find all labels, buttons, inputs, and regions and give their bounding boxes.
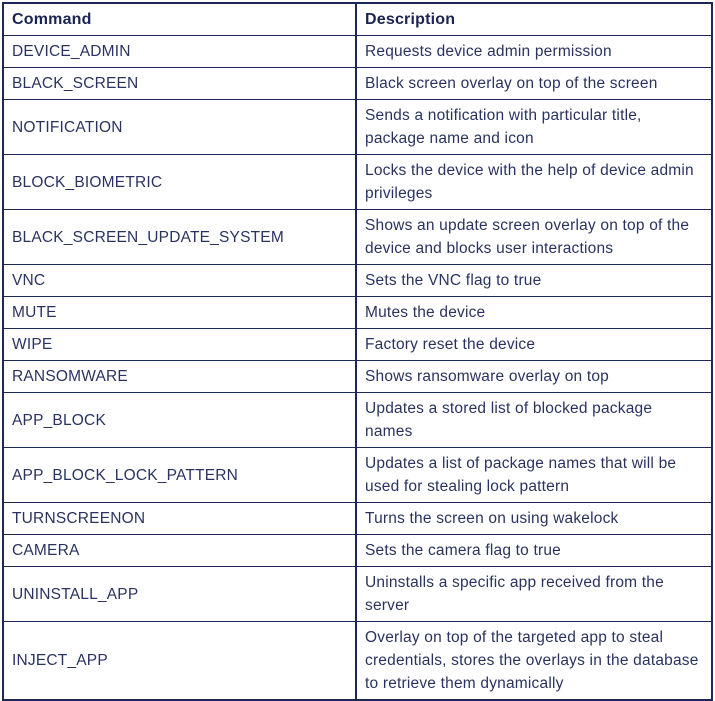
command-cell: UNINSTALL_APP [2,566,357,622]
command-cell: BLOCK_BIOMETRIC [2,154,357,210]
table-row: UNINSTALL_APP Uninstalls a specific app r… [2,566,713,622]
header-row: Command Description [2,2,713,36]
description-cell: Turns the screen on using wakelock [355,502,713,535]
command-cell: RANSOMWARE [2,360,357,393]
command-cell: NOTIFICATION [2,99,357,155]
description-cell: Locks the device with the help of device… [355,154,713,210]
description-cell: Factory reset the device [355,328,713,361]
table-body: DEVICE_ADMIN Requests device admin permis… [2,35,713,701]
table-row: TURNSCREENON Turns the screen on using wa… [2,502,713,535]
command-cell: CAMERA [2,534,357,567]
description-cell: Updates a list of package names that wil… [355,447,713,503]
table-row: NOTIFICATION Sends a notification with pa… [2,99,713,155]
command-cell: DEVICE_ADMIN [2,35,357,68]
table-row: APP_BLOCK Updates a stored list of blocke… [2,392,713,448]
column-header-command: Command [2,2,357,36]
command-cell: INJECT_APP [2,621,357,701]
command-cell: BLACK_SCREEN [2,67,357,100]
description-cell: Requests device admin permission [355,35,713,68]
command-cell: WIPE [2,328,357,361]
command-cell: BLACK_SCREEN_UPDATE_SYSTEM [2,209,357,265]
description-cell: Overlay on top of the targeted app to st… [355,621,713,701]
description-cell: Shows an update screen overlay on top of… [355,209,713,265]
table-row: RANSOMWARE Shows ransomware overlay on to… [2,360,713,393]
table-row: INJECT_APP Overlay on top of the targeted… [2,621,713,701]
table-header: Command Description [2,2,713,36]
description-cell: Sets the VNC flag to true [355,264,713,297]
description-cell: Mutes the device [355,296,713,329]
table-row: CAMERA Sets the camera flag to true [2,534,713,567]
table-row: DEVICE_ADMIN Requests device admin permis… [2,35,713,68]
command-cell: MUTE [2,296,357,329]
table-row: MUTE Mutes the device [2,296,713,329]
column-header-description: Description [355,2,713,36]
table-row: VNC Sets the VNC flag to true [2,264,713,297]
command-cell: APP_BLOCK_LOCK_PATTERN [2,447,357,503]
description-cell: Uninstalls a specific app received from … [355,566,713,622]
description-cell: Shows ransomware overlay on top [355,360,713,393]
table-row: APP_BLOCK_LOCK_PATTERN Updates a list of … [2,447,713,503]
description-cell: Sets the camera flag to true [355,534,713,567]
table-row: BLOCK_BIOMETRIC Locks the device with the… [2,154,713,210]
command-cell: VNC [2,264,357,297]
command-cell: TURNSCREENON [2,502,357,535]
table-row: BLACK_SCREEN_UPDATE_SYSTEM Shows an updat… [2,209,713,265]
description-cell: Updates a stored list of blocked package… [355,392,713,448]
table-row: BLACK_SCREEN Black screen overlay on top … [2,67,713,100]
table-row: WIPE Factory reset the device [2,328,713,361]
description-cell: Black screen overlay on top of the scree… [355,67,713,100]
description-cell: Sends a notification with particular tit… [355,99,713,155]
command-cell: APP_BLOCK [2,392,357,448]
